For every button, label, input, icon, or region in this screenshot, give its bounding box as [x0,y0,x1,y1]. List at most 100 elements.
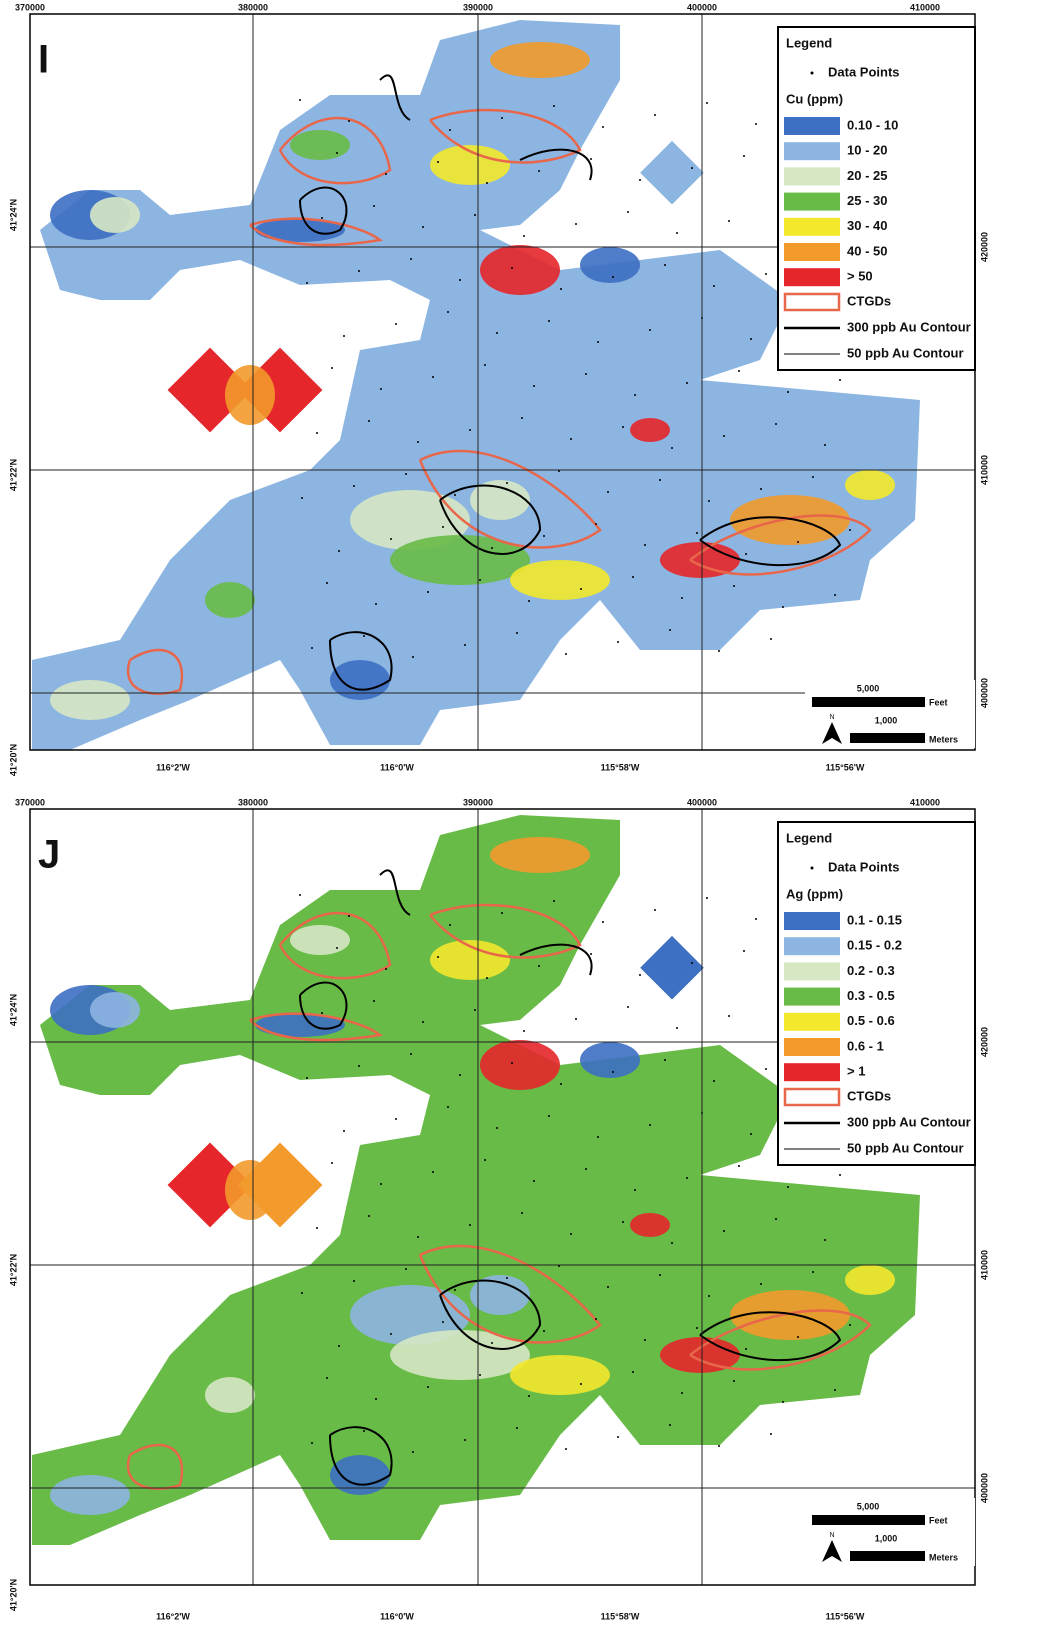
data-point [400,903,402,905]
data-point [565,1448,567,1450]
anomaly [290,130,350,160]
legend-label: 10 - 20 [847,143,887,158]
scale-bar-feet [812,1515,925,1525]
data-point [528,1395,530,1397]
legend-swatch [784,937,840,955]
anomaly [480,1040,560,1090]
data-point [671,1242,673,1244]
data-point [506,482,508,484]
data-point [501,117,503,119]
data-point [676,1027,678,1029]
anomaly [50,1475,130,1515]
data-point [770,638,772,640]
data-point [743,950,745,952]
northing-label: 420000 [979,232,989,262]
scale-unit: Feet [929,1515,948,1525]
data-point [750,338,752,340]
data-point [299,99,301,101]
data-point [543,1330,545,1332]
data-point [585,1168,587,1170]
data-point [728,1015,730,1017]
data-point [348,120,350,122]
scale-bar-meters [850,1551,925,1561]
data-point [622,426,624,428]
anomaly [510,560,610,600]
easting-label: 370000 [15,797,45,807]
data-point [368,420,370,422]
easting-label: 380000 [238,2,268,12]
legend-label: 0.1 - 0.15 [847,912,902,927]
data-point [380,388,382,390]
anomaly [845,1265,895,1295]
data-point [412,1451,414,1453]
data-point [612,276,614,278]
scale-bar: 5,000Feet1,000MetersN [805,680,975,748]
data-point [745,553,747,555]
data-point [627,1006,629,1008]
data-point [597,341,599,343]
survey-block [640,141,704,205]
legend-swatch [784,1063,840,1081]
scale-bar-feet [812,697,925,707]
data-point [681,1392,683,1394]
longitude-label: 115°56'W [826,762,865,772]
anomaly [50,680,130,720]
data-point [427,591,429,593]
data-point [533,385,535,387]
data-point [649,329,651,331]
data-point [523,1030,525,1032]
data-point [585,373,587,375]
legend-label: 25 - 30 [847,193,887,208]
legend-heading: Ag (ppm) [786,886,843,901]
legend-label: 300 ppb Au Contour [847,1114,971,1129]
data-point [447,311,449,313]
data-point [760,1283,762,1285]
data-point [464,644,466,646]
data-point [612,1071,614,1073]
data-point [373,1000,375,1002]
data-point [713,285,715,287]
anomaly [490,42,590,78]
data-point [659,1274,661,1276]
data-point [484,364,486,366]
data-point [834,1389,836,1391]
latitude-label: 41°22'N [8,459,18,491]
data-point [449,129,451,131]
legend-title: Legend [786,830,832,845]
data-point [442,526,444,528]
panel-label: I [38,38,49,82]
legend-label: Data Points [828,64,900,79]
data-point [417,441,419,443]
data-point [632,576,634,578]
data-point [849,1324,851,1326]
data-point [474,1009,476,1011]
data-point [671,447,673,449]
easting-label: 400000 [687,2,717,12]
legend-label: 40 - 50 [847,243,887,258]
legend-swatch [784,218,840,236]
data-point [760,488,762,490]
longitude-label: 115°56'W [826,1611,865,1621]
data-point [358,270,360,272]
data-point [400,108,402,110]
legend-label: 300 ppb Au Contour [847,319,971,334]
legend-heading: Cu (ppm) [786,91,843,106]
anomaly [90,197,140,233]
data-point [686,1177,688,1179]
data-point [375,1398,377,1400]
data-point [824,444,826,446]
latitude-label: 41°20'N [8,744,18,776]
data-point [696,532,698,534]
data-point [743,155,745,157]
data-point [770,1433,772,1435]
data-point [380,1183,382,1185]
data-point [336,152,338,154]
data-point [548,320,550,322]
data-point [363,635,365,637]
legend-swatch [784,142,840,160]
data-point [373,205,375,207]
data-point [728,220,730,222]
data-point [385,968,387,970]
data-point [410,1053,412,1055]
